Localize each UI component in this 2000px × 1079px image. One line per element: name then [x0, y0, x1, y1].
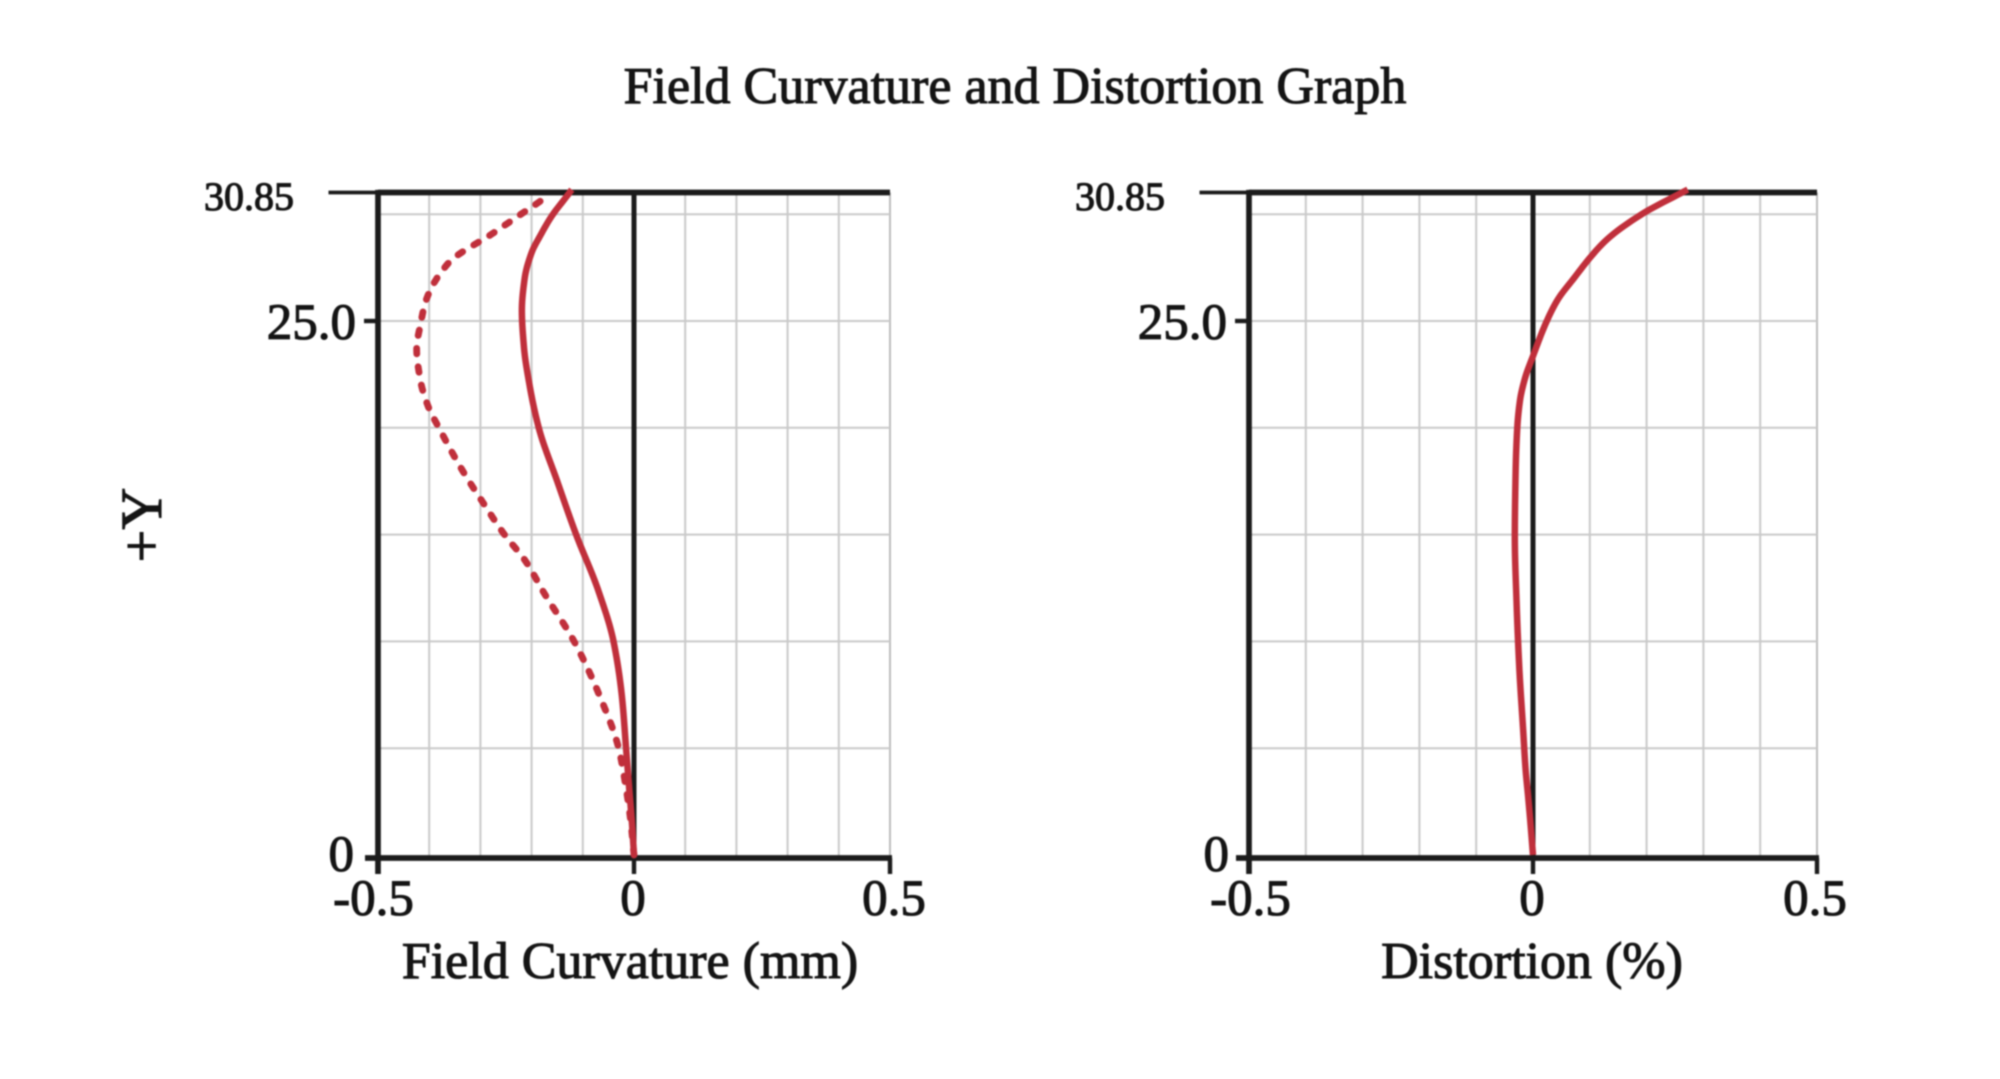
- svg-text:25.0: 25.0: [1138, 295, 1227, 351]
- svg-text:30.85: 30.85: [1075, 174, 1165, 219]
- svg-text:0: 0: [620, 871, 646, 927]
- svg-text:0: 0: [1204, 827, 1230, 883]
- svg-text:Field Curvature (mm): Field Curvature (mm): [402, 933, 858, 990]
- svg-text:Field Curvature and Distortion: Field Curvature and Distortion Graph: [624, 58, 1407, 115]
- svg-text:30.85: 30.85: [204, 174, 294, 219]
- svg-text:25.0: 25.0: [267, 295, 356, 351]
- svg-text:0: 0: [329, 827, 355, 883]
- svg-text:0.5: 0.5: [862, 871, 926, 927]
- svg-text:-0.5: -0.5: [1210, 871, 1291, 927]
- svg-text:-0.5: -0.5: [333, 871, 414, 927]
- svg-text:+Y: +Y: [109, 488, 174, 563]
- svg-text:0: 0: [1519, 871, 1545, 927]
- svg-text:0.5: 0.5: [1783, 871, 1847, 927]
- svg-text:Distortion (%): Distortion (%): [1381, 933, 1683, 990]
